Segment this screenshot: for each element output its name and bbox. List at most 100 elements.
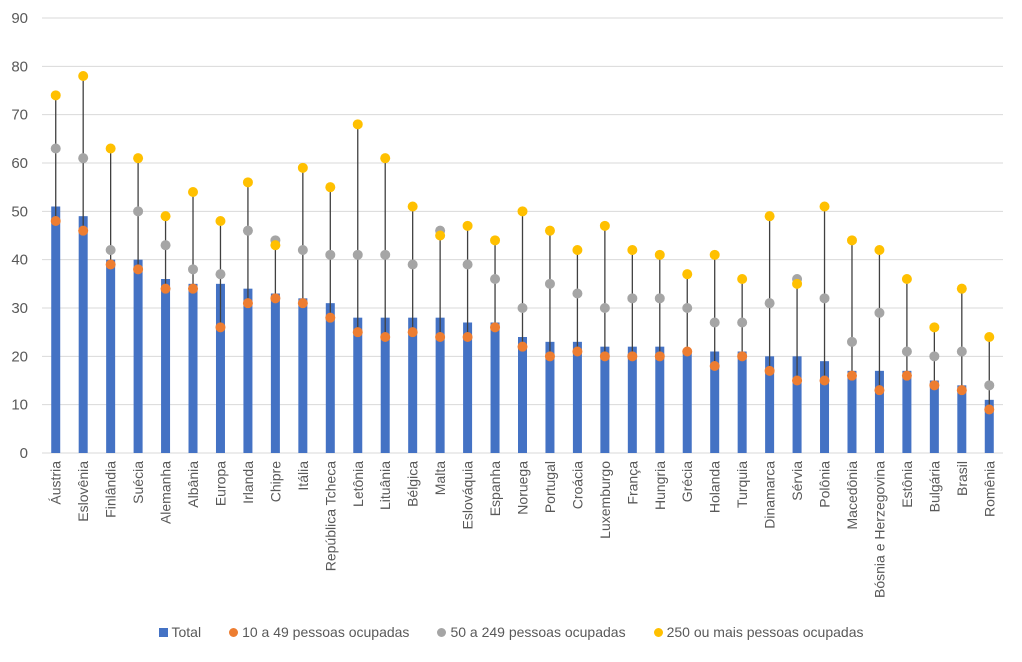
x-tick-label: República Tcheca (322, 461, 338, 571)
dot-2 (215, 269, 226, 280)
x-tick-label: França (624, 461, 640, 505)
legend: Total 10 a 49 pessoas ocupadas 50 a 249 … (0, 624, 1022, 640)
legend-label: 50 a 249 pessoas ocupadas (450, 624, 626, 640)
bar-total (78, 216, 88, 453)
x-tick-label: Sérvia (789, 461, 805, 501)
bar-total (572, 341, 582, 453)
bar-total (325, 303, 335, 453)
legend-swatch-large (653, 627, 663, 637)
bar-total (298, 298, 308, 453)
dot-2 (984, 380, 995, 391)
legend-item-total: Total (158, 624, 202, 640)
x-tick-label: Estônia (899, 461, 915, 508)
dot-1 (325, 312, 336, 323)
dot-2 (407, 259, 418, 270)
dot-3 (901, 274, 912, 284)
dot-2 (133, 206, 144, 217)
x-tick-label: Chipre (267, 461, 283, 502)
dot-2 (160, 240, 171, 251)
bar-total (133, 259, 143, 453)
dot-2 (380, 249, 391, 260)
x-tick-label: Hungria (652, 461, 668, 510)
dot-1 (462, 332, 473, 342)
dot-2 (50, 143, 61, 154)
dot-1 (654, 351, 665, 362)
dot-3 (435, 230, 446, 241)
dot-2 (627, 293, 638, 304)
bar-total (874, 370, 884, 453)
dot-1 (380, 332, 391, 342)
x-tick-label: Croácia (569, 461, 585, 509)
dot-1 (792, 375, 803, 386)
x-tick-label: Eslovênia (75, 461, 91, 522)
dot-1 (984, 404, 995, 415)
dot-2 (901, 346, 912, 357)
dot-1 (599, 351, 610, 362)
dot-2 (544, 278, 555, 289)
x-tick-label: Holanda (707, 461, 723, 513)
dot-2 (105, 245, 116, 255)
bar-total (518, 337, 527, 453)
dot-3 (188, 187, 199, 197)
bar-total (353, 317, 363, 453)
y-tick-label: 30 (11, 300, 28, 317)
dot-3 (105, 143, 116, 154)
dot-1 (188, 283, 199, 294)
bar-total (243, 288, 253, 453)
dot-3 (792, 278, 803, 289)
dot-2 (325, 249, 336, 260)
dot-2 (242, 225, 253, 236)
dot-1 (956, 385, 967, 396)
legend-label: Total (171, 624, 202, 640)
bar-total (929, 380, 939, 453)
dot-3 (490, 235, 501, 246)
chart: 0 10 20 30 40 50 60 70 80 90 Áustria Eslovênia Finl… (11, 10, 1003, 598)
bar-total (463, 322, 473, 453)
dot-1 (160, 283, 171, 294)
dot-1 (215, 322, 226, 333)
bar-total (655, 346, 665, 453)
y-tick-label: 10 (11, 397, 28, 414)
x-tick-label: Espanha (487, 461, 503, 516)
bars-total (51, 206, 994, 453)
dot-3 (764, 211, 775, 222)
dot-3 (133, 153, 144, 164)
dot-2 (297, 245, 308, 255)
y-tick-label: 90 (11, 10, 28, 27)
dot-3 (407, 201, 418, 212)
bar-total (270, 293, 280, 453)
dot-2 (846, 336, 857, 347)
x-tick-label: Grécia (679, 461, 695, 502)
dot-3 (270, 240, 281, 251)
dot-3 (297, 162, 308, 173)
dot-1 (874, 385, 885, 396)
y-tick-label: 20 (11, 348, 28, 365)
bar-total (435, 317, 445, 453)
legend-swatch-total (158, 627, 168, 637)
x-tick-label: Noruega (515, 461, 531, 515)
legend-item-medium: 50 a 249 pessoas ocupadas (437, 624, 626, 640)
dot-1 (270, 293, 281, 304)
dot-2 (572, 288, 583, 299)
dot-1 (901, 370, 912, 381)
dot-3 (50, 90, 61, 101)
dot-1 (490, 322, 501, 333)
bar-total (627, 346, 637, 453)
dot-1 (105, 259, 116, 270)
dot-1 (435, 332, 446, 342)
x-tick-label: Lituânia (377, 461, 393, 510)
x-tick-label: Dinamarca (762, 461, 778, 529)
bar-total (490, 322, 500, 453)
dot-1 (627, 351, 638, 362)
y-tick-label: 80 (11, 58, 28, 75)
dot-2 (462, 259, 473, 270)
dot-3 (352, 119, 363, 130)
y-tick-label: 70 (11, 107, 28, 124)
bar-total (380, 317, 390, 453)
y-tick-label: 0 (20, 445, 28, 462)
dot-1 (929, 380, 940, 391)
dot-1 (78, 225, 89, 236)
dot-2 (709, 317, 720, 328)
dot-1 (352, 327, 363, 338)
bar-total (902, 370, 912, 453)
